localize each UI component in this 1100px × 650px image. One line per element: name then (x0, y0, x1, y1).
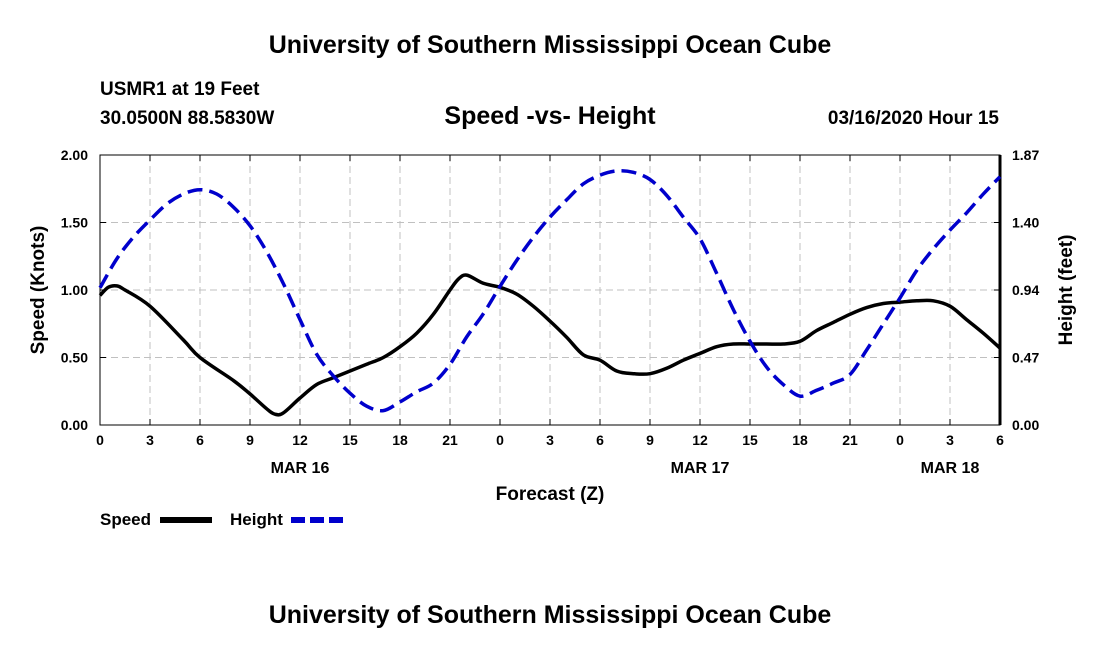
x-axis-label: Forecast (Z) (496, 484, 605, 505)
station-label: USMR1 at 19 Feet (100, 79, 260, 100)
legend: Speed Height (100, 510, 343, 529)
ticks: 0 3 6 9 12 15 18 21 0 3 6 9 12 15 18 21 0 3 6 MAR 16 MAR 17 M… (61, 147, 1040, 477)
location-label: 30.0500N 88.5830W (100, 108, 274, 129)
legend-height-label: Height (230, 510, 283, 529)
x-tick-label: 9 (646, 432, 654, 448)
x-tick-label: 9 (246, 432, 254, 448)
x-tick-label: 21 (442, 432, 458, 448)
y-right-tick-label: 0.47 (1012, 350, 1039, 366)
y-left-axis-label: Speed (Knots) (28, 226, 49, 355)
x-tick-label: 18 (392, 432, 408, 448)
y-left-tick-label: 0.00 (61, 417, 88, 433)
bottom-title: University of Southern Mississippi Ocean… (268, 601, 832, 629)
y-right-tick-label: 0.94 (1012, 282, 1039, 298)
x-tick-label: 6 (196, 432, 204, 448)
x-tick-label: 0 (496, 432, 504, 448)
x-tick-label: 6 (596, 432, 604, 448)
x-tick-label: 21 (842, 432, 858, 448)
series (98, 168, 1002, 417)
x-tick-label: 12 (692, 432, 708, 448)
x-tick-label: 18 (792, 432, 808, 448)
x-tick-label: 3 (546, 432, 554, 448)
y-right-axis-label: Height (feet) (1056, 235, 1077, 346)
date-label: MAR 18 (921, 460, 980, 477)
y-left-tick-label: 2.00 (61, 147, 88, 163)
series-line-speed (98, 273, 1002, 417)
y-right-tick-label: 0.00 (1012, 417, 1039, 433)
y-right-tick-label: 1.40 (1012, 215, 1039, 231)
x-tick-label: 6 (996, 432, 1004, 448)
y-left-tick-label: 1.50 (61, 215, 88, 231)
top-title: University of Southern Mississippi Ocean… (268, 31, 832, 59)
x-tick-label: 15 (742, 432, 758, 448)
date-label: MAR 16 (271, 460, 330, 477)
x-tick-label: 12 (292, 432, 308, 448)
x-tick-label: 0 (896, 432, 904, 448)
x-tick-label: 15 (342, 432, 358, 448)
x-tick-label: 3 (146, 432, 154, 448)
y-left-tick-label: 1.00 (61, 282, 88, 298)
y-right-tick-label: 1.87 (1012, 147, 1039, 163)
x-tick-label: 3 (946, 432, 954, 448)
legend-speed-label: Speed (100, 510, 151, 529)
series-line-height (98, 168, 1002, 413)
y-left-tick-label: 0.50 (61, 350, 88, 366)
date-label: MAR 17 (671, 460, 730, 477)
x-tick-label: 0 (96, 432, 104, 448)
grid (100, 155, 1000, 425)
issued-label: 03/16/2020 Hour 15 (828, 108, 1000, 129)
chart-title: Speed -vs- Height (444, 102, 656, 130)
